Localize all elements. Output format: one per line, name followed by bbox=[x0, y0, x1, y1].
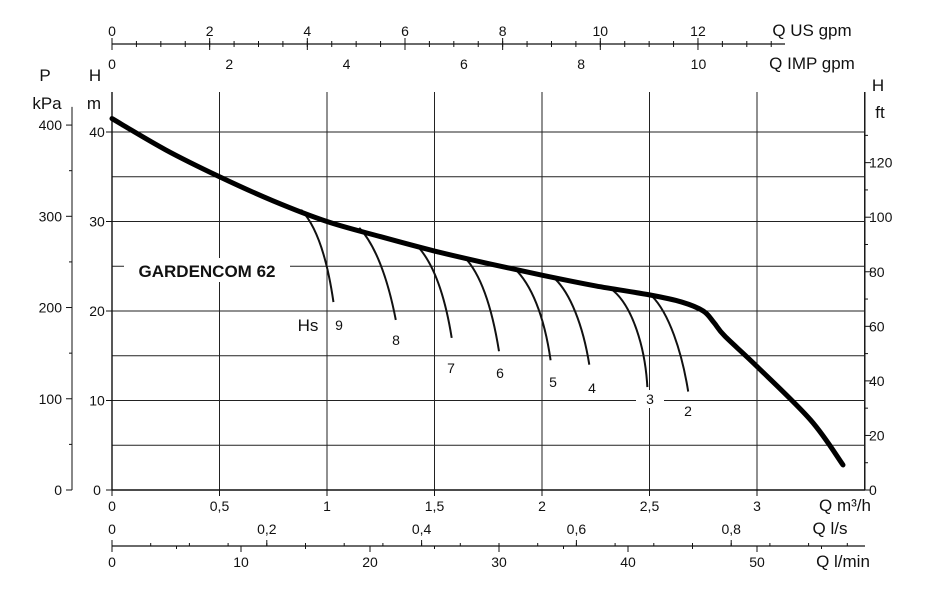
x-tick-label-lmin: 30 bbox=[491, 554, 507, 570]
x-tick-label-m3h: 3 bbox=[753, 498, 761, 514]
x-tick-label-usgpm: 10 bbox=[593, 23, 609, 39]
x-tick-label-ls: 0,6 bbox=[567, 521, 587, 537]
x-tick-label-ls: 0,8 bbox=[721, 521, 741, 537]
hs-curves bbox=[300, 209, 690, 392]
performance-curve-line bbox=[109, 116, 846, 468]
x-tick-label-lmin: 0 bbox=[108, 554, 116, 570]
x-tick-label-m3h: 0,5 bbox=[210, 498, 230, 514]
y-tick-label-kpa: 400 bbox=[39, 117, 63, 133]
chart-labels: 9 8 7 6 5 4 3 2 Hs GARDENCOM 62 bbox=[124, 258, 692, 419]
x-axis-label-usgpm: Q US gpm bbox=[772, 21, 851, 40]
hs-label-backdrop bbox=[636, 390, 664, 408]
chart-title: GARDENCOM 62 bbox=[139, 262, 276, 281]
y-tick-label-ft: 100 bbox=[869, 209, 893, 225]
x-axis-label-ls: Q l/s bbox=[813, 519, 848, 538]
hs-curve-3 bbox=[612, 289, 649, 388]
x-tick-label-usgpm: 6 bbox=[401, 23, 409, 39]
x-axis-label-lmin: Q l/min bbox=[816, 552, 870, 571]
hs-curve-label-8: 8 bbox=[392, 332, 400, 348]
hs-curve-7 bbox=[418, 247, 453, 339]
hs-curve-6 bbox=[463, 256, 500, 352]
x-tick-label-usgpm: 12 bbox=[690, 23, 706, 39]
y-tick-label-kpa: 300 bbox=[39, 208, 63, 224]
y-tick-label-m: 30 bbox=[89, 214, 105, 230]
x-tick-label-ls: 0 bbox=[108, 521, 116, 537]
tick-labels: 0 0,5 1 1,5 2 2,5 3 Q m³/h0 0,2 0,4 0,6 0,8 Q l/s0 10… bbox=[32, 21, 892, 571]
y-axis-label-kpa: kPa bbox=[32, 94, 62, 113]
x-tick-label-ls: 0,4 bbox=[412, 521, 432, 537]
x-tick-label-usgpm: 2 bbox=[206, 23, 214, 39]
hs-curve-label-5: 5 bbox=[549, 374, 557, 390]
x-tick-label-impgpm: 6 bbox=[460, 56, 468, 72]
y-tick-label-ft: 60 bbox=[869, 318, 885, 334]
y-axis-label-m: m bbox=[87, 94, 101, 113]
hs-curve-5 bbox=[513, 267, 552, 361]
x-tick-label-ls: 0,2 bbox=[257, 521, 277, 537]
y-tick-label-m: 20 bbox=[89, 303, 105, 319]
hs-curve-label-6: 6 bbox=[496, 365, 504, 381]
y-tick-label-kpa: 100 bbox=[39, 391, 63, 407]
x-tick-label-m3h: 1 bbox=[323, 498, 331, 514]
grid-lines bbox=[112, 92, 865, 490]
x-axis-label-impgpm: Q IMP gpm bbox=[769, 54, 855, 73]
x-tick-label-m3h: 1,5 bbox=[425, 498, 445, 514]
hs-curve-label-9: 9 bbox=[335, 317, 343, 333]
x-tick-label-usgpm: 4 bbox=[303, 23, 311, 39]
hs-curve-label-2: 2 bbox=[684, 403, 692, 419]
hs-curve-label-3: 3 bbox=[646, 391, 654, 407]
y-tick-label-kpa: 200 bbox=[39, 300, 63, 316]
y-tick-label-kpa: 0 bbox=[54, 482, 62, 498]
y-tick-label-m: 0 bbox=[93, 482, 101, 498]
hs-curve-label-4: 4 bbox=[588, 380, 596, 396]
hs-label: Hs bbox=[298, 316, 319, 335]
y-tick-label-ft: 120 bbox=[869, 155, 893, 171]
x-tick-label-lmin: 20 bbox=[362, 554, 378, 570]
y-axis-label-h: H bbox=[89, 66, 101, 85]
x-tick-label-lmin: 50 bbox=[749, 554, 765, 570]
y-tick-label-ft: 80 bbox=[869, 264, 885, 280]
y-axis-label-p: P bbox=[39, 66, 50, 85]
x-tick-label-impgpm: 0 bbox=[108, 56, 116, 72]
x-tick-label-usgpm: 0 bbox=[108, 23, 116, 39]
y-tick-label-ft: 0 bbox=[869, 482, 877, 498]
axes bbox=[66, 38, 871, 552]
x-tick-label-impgpm: 8 bbox=[577, 56, 585, 72]
x-tick-label-impgpm: 2 bbox=[225, 56, 233, 72]
x-tick-label-m3h: 0 bbox=[108, 498, 116, 514]
x-tick-label-m3h: 2,5 bbox=[640, 498, 660, 514]
y-axis-label-h-right: H bbox=[872, 76, 884, 95]
performance-curve bbox=[109, 116, 846, 468]
y-axis-label-ft: ft bbox=[875, 103, 885, 122]
hs-curve-2 bbox=[650, 295, 690, 392]
title-backdrop bbox=[124, 258, 290, 282]
y-tick-label-m: 40 bbox=[89, 124, 105, 140]
x-axis-label-m3h: Q m³/h bbox=[819, 496, 871, 515]
x-tick-label-lmin: 40 bbox=[620, 554, 636, 570]
x-tick-label-m3h: 2 bbox=[538, 498, 546, 514]
x-tick-label-lmin: 10 bbox=[233, 554, 249, 570]
x-tick-label-impgpm: 4 bbox=[343, 56, 351, 72]
x-tick-label-usgpm: 8 bbox=[499, 23, 507, 39]
y-tick-label-ft: 40 bbox=[869, 373, 885, 389]
y-tick-label-ft: 20 bbox=[869, 427, 885, 443]
x-tick-label-impgpm: 10 bbox=[691, 56, 707, 72]
hs-curve-4 bbox=[554, 278, 591, 365]
y-tick-label-m: 10 bbox=[89, 393, 105, 409]
hs-curve-label-7: 7 bbox=[447, 360, 455, 376]
